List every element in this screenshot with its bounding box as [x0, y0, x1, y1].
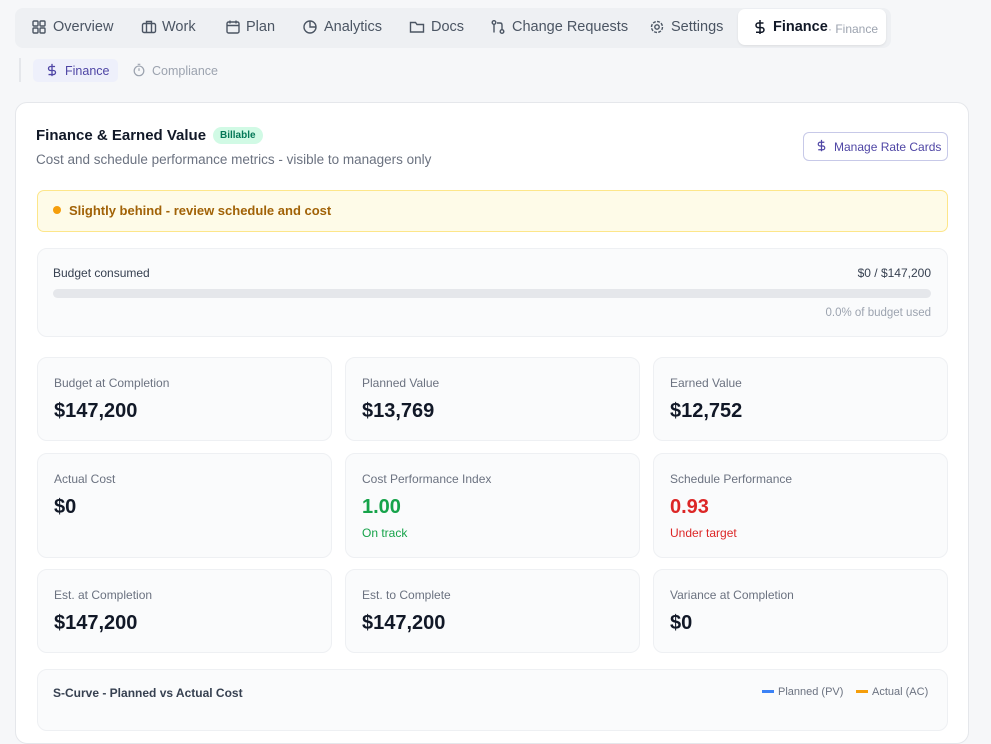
budget-note: 0.0% of budget used	[825, 307, 932, 319]
active-tab-context: · Finance	[828, 22, 879, 36]
settings-icon	[650, 20, 664, 34]
metric-status: On track	[362, 526, 408, 540]
metric-label: Earned Value	[670, 376, 742, 390]
tab[interactable]: Change Requests	[512, 19, 629, 35]
active-tab-label: Finance	[773, 19, 828, 35]
overview-icon	[32, 20, 46, 34]
button-icon	[817, 139, 826, 152]
metric-card: Est. at Completion $147,200	[37, 569, 332, 653]
page: Overview Work Plan Analytics Docs Change…	[15, 9, 969, 744]
legend-swatch	[762, 690, 774, 693]
budget-progress-track	[53, 289, 931, 298]
metric-status: Under target	[670, 526, 737, 540]
work-icon	[141, 20, 157, 34]
metric-card: Est. to Complete $147,200	[345, 569, 640, 653]
metric-card: Earned Value $12,752	[653, 357, 948, 441]
active-subtab[interactable]	[33, 59, 118, 82]
legend-entry: Planned (PV)	[778, 686, 844, 698]
metric-card: Cost Performance Index 1.00 On track	[345, 453, 640, 558]
tab[interactable]: Docs	[431, 19, 465, 35]
metric-value: $147,200	[362, 612, 446, 634]
metric-value: $13,769	[362, 400, 435, 422]
panel-title: Finance & Earned Value	[36, 127, 207, 144]
panel-subtitle: Cost and schedule performance metrics - …	[36, 152, 432, 167]
tab[interactable]: Plan	[246, 19, 276, 35]
subtab: Finance	[65, 64, 110, 78]
budget-label: Budget consumed	[53, 266, 150, 280]
metric-value: $0	[670, 612, 693, 634]
budget-amount: $0 / $147,200	[857, 266, 931, 280]
tab[interactable]: Work	[162, 19, 196, 35]
metric-label: Actual Cost	[54, 472, 116, 486]
metric-label: Planned Value	[362, 376, 440, 390]
metric-value: 0.93	[670, 496, 709, 518]
finance-subtab-icon	[47, 63, 57, 77]
metric-label: Cost Performance Index	[362, 472, 492, 486]
subtab[interactable]: Compliance	[152, 64, 219, 78]
metric-label: Budget at Completion	[54, 376, 170, 390]
metric-value: $12,752	[670, 400, 743, 422]
docs-icon	[409, 21, 425, 33]
alert-dot	[53, 206, 61, 214]
subtab-divider	[19, 58, 21, 82]
metric-label: Est. at Completion	[54, 588, 153, 602]
legend-entry: Actual (AC)	[872, 686, 929, 698]
chart-title: S-Curve - Planned vs Actual Cost	[53, 686, 243, 700]
change-requests-icon	[491, 20, 505, 34]
metric-card: Variance at Completion $0	[653, 569, 948, 653]
metric-card: Schedule Performance 0.93 Under target	[653, 453, 948, 558]
metric-value: $147,200	[54, 612, 138, 634]
button-label: Manage Rate Cards	[834, 140, 942, 154]
metric-card: Budget at Completion $147,200	[37, 357, 332, 441]
metric-value: $147,200	[54, 400, 138, 422]
legend-swatch	[856, 690, 868, 693]
finance-icon	[755, 20, 765, 34]
tab[interactable]: Overview	[53, 19, 114, 35]
chart-card	[37, 669, 948, 731]
metric-card: Actual Cost $0	[37, 453, 332, 558]
analytics-icon	[303, 20, 317, 34]
metric-label: Est. to Complete	[362, 588, 451, 602]
tab[interactable]: Analytics	[324, 19, 383, 35]
metric-card: Planned Value $13,769	[345, 357, 640, 441]
plan-icon	[226, 20, 240, 34]
alert-text: Slightly behind - review schedule and co…	[69, 203, 332, 218]
badge: Billable	[213, 127, 263, 144]
metric-label: Variance at Completion	[670, 588, 794, 602]
manage-rate-cards-button[interactable]	[803, 132, 948, 161]
compliance-icon	[133, 63, 145, 77]
alert	[37, 190, 948, 232]
metric-value: $0	[54, 496, 77, 518]
metric-value: 1.00	[362, 496, 401, 518]
metric-label: Schedule Performance	[670, 472, 793, 486]
tab[interactable]: Settings	[671, 19, 724, 35]
